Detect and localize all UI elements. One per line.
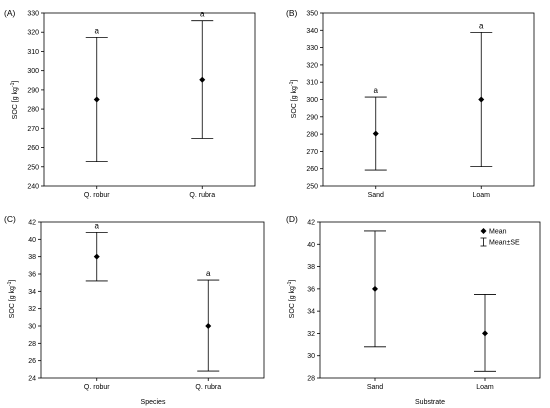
x-tick-label-b: Loam (472, 192, 490, 199)
y-axis-label-a: SOC [g kg-1] (10, 81, 19, 120)
significance-letter-a: a (200, 10, 205, 19)
y-tick-label-b: 300 (306, 97, 318, 104)
mean-point-d (372, 285, 378, 292)
y-tick-label-c: 36 (28, 272, 36, 279)
plot-frame-a (43, 12, 256, 187)
y-tick-label-b: 330 (306, 45, 318, 52)
y-tick-label-c: 34 (28, 289, 36, 296)
legend-se-label: Mean±SE (489, 240, 520, 247)
x-tick-label-a: Q. rubra (189, 192, 215, 199)
mean-point-c (205, 323, 212, 329)
y-tick-label-d: 38 (307, 264, 315, 271)
panel-d: (D) SOC [g kg-1] Substrate Mean Mean±SE … (286, 214, 541, 406)
y-axis-label-b: SOC [g kg-1] (289, 80, 298, 119)
y-tick-label-c: 26 (28, 358, 36, 365)
significance-letter-c: a (95, 221, 100, 230)
y-tick-label-c: 24 (28, 376, 36, 383)
mean-point-b (478, 96, 485, 103)
panel-label-a: (A) (4, 8, 16, 18)
y-tick-label-a: 280 (27, 107, 39, 114)
y-tick-label-a: 270 (27, 126, 39, 133)
y-tick-label-b: 270 (306, 149, 318, 156)
significance-letter-c: a (206, 269, 211, 278)
y-tick-label-a: 320 (27, 30, 39, 37)
panel-label-b: (B) (286, 8, 298, 18)
legend-mean-marker (480, 228, 487, 234)
x-axis-label-c: Species (141, 399, 166, 406)
x-tick-label-d: Loam (476, 384, 494, 391)
y-tick-label-d: 30 (307, 353, 315, 360)
y-tick-label-b: 350 (306, 11, 318, 18)
x-tick-label-c: Q. robur (84, 384, 110, 391)
legend-mean-label: Mean (489, 229, 507, 236)
significance-letter-b: a (479, 21, 484, 30)
panel-label-d: (D) (286, 214, 298, 224)
y-tick-label-b: 320 (306, 62, 318, 69)
x-tick-label-c: Q. rubra (195, 384, 221, 391)
mean-point-c (93, 253, 100, 260)
y-tick-label-b: 280 (306, 132, 318, 139)
plot-frame-b (322, 12, 535, 187)
y-tick-label-a: 250 (27, 164, 39, 171)
y-tick-label-d: 42 (307, 220, 315, 227)
y-tick-label-b: 260 (306, 166, 318, 173)
y-tick-label-b: 290 (306, 114, 318, 121)
y-tick-label-a: 310 (27, 49, 39, 56)
y-tick-label-c: 40 (28, 237, 36, 244)
plot-frame-c (40, 221, 265, 379)
y-tick-label-b: 250 (306, 184, 318, 191)
panel-a: (A) SOC [g kg-1] 240 250 260 270 280 290 300 31… (4, 8, 256, 199)
significance-letter-a: a (95, 26, 100, 35)
y-tick-label-d: 28 (307, 376, 315, 383)
mean-point-d (482, 330, 488, 337)
y-tick-label-d: 36 (307, 286, 315, 293)
x-axis-label-d: Substrate (415, 399, 445, 406)
y-tick-label-d: 32 (307, 331, 315, 338)
y-tick-label-c: 30 (28, 324, 36, 331)
y-axis-label-c: SOC [g kg-1] (7, 280, 16, 319)
y-tick-label-c: 32 (28, 306, 36, 313)
y-tick-label-a: 240 (27, 184, 39, 191)
x-tick-label-d: Sand (367, 384, 383, 391)
y-tick-label-b: 340 (306, 28, 318, 35)
mean-point-a (93, 96, 100, 103)
y-tick-label-d: 34 (307, 309, 315, 316)
y-axis-label-d: SOC [g kg-1] (287, 280, 296, 319)
significance-letter-b: a (374, 86, 379, 95)
mean-point-a (199, 76, 206, 83)
y-tick-label-d: 40 (307, 242, 315, 249)
x-tick-label-b: Sand (368, 192, 384, 199)
panel-b: (B) SOC [g kg-1] 250 260 270 280 290 300 310 32… (286, 8, 535, 199)
panel-c: (C) SOC [g kg-1] Species 24 26 28 30 32 34 36 3… (4, 214, 265, 406)
plot-frame-d (319, 221, 541, 379)
y-tick-label-c: 38 (28, 254, 36, 261)
y-tick-label-a: 300 (27, 68, 39, 75)
y-tick-label-c: 28 (28, 341, 36, 348)
y-tick-label-a: 290 (27, 87, 39, 94)
panel-label-c: (C) (4, 214, 16, 224)
y-tick-label-a: 330 (27, 11, 39, 18)
y-tick-label-a: 260 (27, 145, 39, 152)
y-tick-label-c: 42 (28, 220, 36, 227)
x-tick-label-a: Q. robur (84, 192, 110, 199)
mean-point-b (372, 130, 379, 137)
legend: Mean Mean±SE (480, 228, 520, 247)
y-tick-label-b: 310 (306, 80, 318, 87)
